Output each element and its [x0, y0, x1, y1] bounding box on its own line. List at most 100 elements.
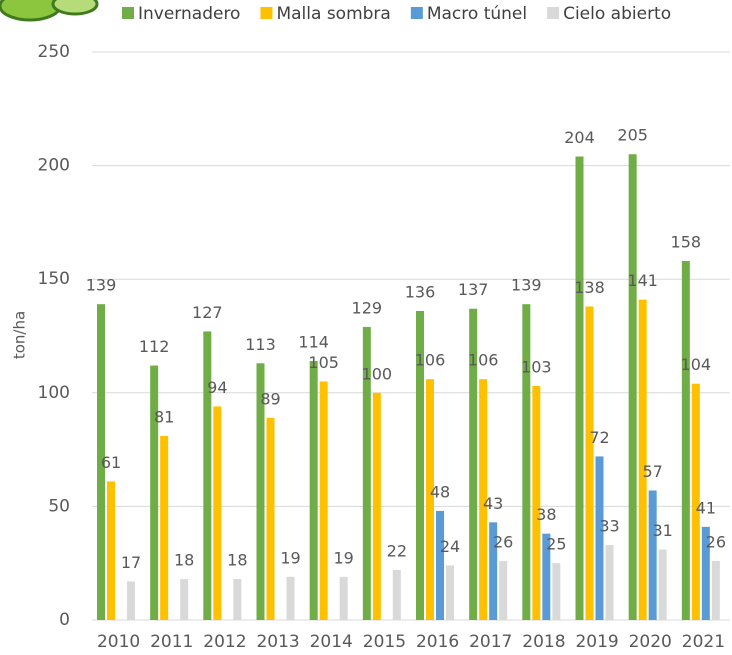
data-label: 106	[415, 351, 446, 370]
data-label: 100	[362, 364, 393, 383]
data-label: 113	[245, 335, 276, 354]
bar	[658, 549, 667, 620]
bar	[479, 379, 488, 620]
data-label: 26	[493, 532, 513, 551]
bar	[469, 308, 478, 620]
bar	[233, 579, 242, 620]
data-label: 205	[617, 126, 648, 145]
data-label: 104	[681, 355, 712, 374]
data-label: 17	[121, 553, 141, 572]
legend-label: Malla sombra	[276, 4, 390, 24]
data-label: 136	[405, 283, 436, 302]
data-label: 31	[652, 521, 672, 540]
data-label: 204	[564, 128, 595, 147]
bar	[446, 565, 454, 620]
data-label: 22	[387, 542, 407, 561]
x-tick-label: 2016	[416, 632, 459, 652]
bar	[213, 406, 222, 620]
x-tick-label: 2010	[97, 632, 140, 652]
bar	[256, 363, 265, 620]
data-label: 38	[536, 505, 556, 524]
bar	[638, 299, 647, 620]
data-label: 57	[642, 462, 662, 481]
y-tick-label: 250	[38, 42, 70, 62]
bar	[575, 156, 584, 620]
x-tick-label: 2021	[682, 632, 725, 652]
legend-label: Invernadero	[138, 4, 240, 24]
bar	[150, 365, 159, 620]
bar	[266, 417, 275, 620]
data-label: 26	[706, 532, 726, 551]
bar	[362, 326, 371, 620]
bar	[309, 360, 318, 620]
data-label: 114	[298, 332, 329, 351]
data-label: 18	[174, 551, 194, 570]
bar	[203, 331, 212, 620]
bar	[522, 304, 531, 620]
data-label: 105	[308, 353, 339, 372]
data-label: 138	[574, 278, 605, 297]
bar	[97, 304, 105, 620]
legend-label: Cielo abierto	[563, 4, 671, 24]
data-label: 139	[86, 276, 117, 295]
data-label: 48	[430, 482, 450, 501]
x-tick-label: 2015	[363, 632, 406, 652]
bar	[532, 385, 541, 620]
legend-swatch	[410, 7, 423, 19]
data-label: 81	[154, 407, 174, 426]
data-label: 106	[468, 351, 499, 370]
bar	[319, 381, 328, 620]
data-label: 94	[207, 378, 227, 397]
y-tick-label: 200	[38, 156, 70, 176]
bar	[605, 545, 614, 620]
data-label: 112	[139, 337, 170, 356]
data-label: 137	[458, 280, 489, 299]
data-label: 33	[599, 517, 619, 536]
bar	[595, 456, 604, 620]
bar	[436, 510, 444, 620]
cucumber-icon	[0, 0, 99, 22]
y-tick-label: 0	[59, 610, 70, 630]
bar	[160, 435, 169, 620]
data-label: 25	[546, 535, 566, 554]
x-tick-label: 2017	[469, 632, 512, 652]
y-tick-label: 50	[48, 496, 70, 516]
x-tick-label: 2012	[203, 632, 246, 652]
data-label: 19	[280, 548, 300, 567]
bar	[339, 576, 348, 620]
bar	[552, 563, 561, 620]
data-label: 89	[260, 389, 280, 408]
data-label: 61	[101, 453, 121, 472]
bar	[392, 570, 401, 620]
x-tick-label: 2018	[522, 632, 565, 652]
x-tick-label: 2020	[629, 632, 672, 652]
data-label: 41	[696, 498, 716, 517]
bar	[372, 392, 381, 620]
y-tick-label: 100	[38, 383, 70, 403]
bar	[542, 533, 551, 620]
bar	[499, 560, 508, 620]
data-label: 141	[627, 271, 658, 290]
bar	[127, 581, 135, 620]
y-axis-title: ton/ha	[11, 311, 29, 359]
bar	[416, 311, 424, 620]
x-tick-label: 2019	[575, 632, 618, 652]
data-label: 43	[483, 494, 503, 513]
x-tick-label: 2011	[150, 632, 193, 652]
data-label: 129	[352, 298, 383, 317]
bar	[426, 379, 434, 620]
bar	[585, 306, 594, 620]
data-label: 127	[192, 303, 223, 322]
y-tick-label: 150	[38, 269, 70, 289]
x-tick-label: 2014	[310, 632, 353, 652]
data-label: 18	[227, 551, 247, 570]
bar	[180, 579, 189, 620]
data-label: 72	[589, 428, 609, 447]
bar	[628, 154, 637, 621]
bar	[648, 490, 657, 620]
bar	[691, 383, 700, 620]
bar	[489, 522, 498, 620]
bar	[681, 261, 690, 620]
bar	[711, 560, 720, 620]
